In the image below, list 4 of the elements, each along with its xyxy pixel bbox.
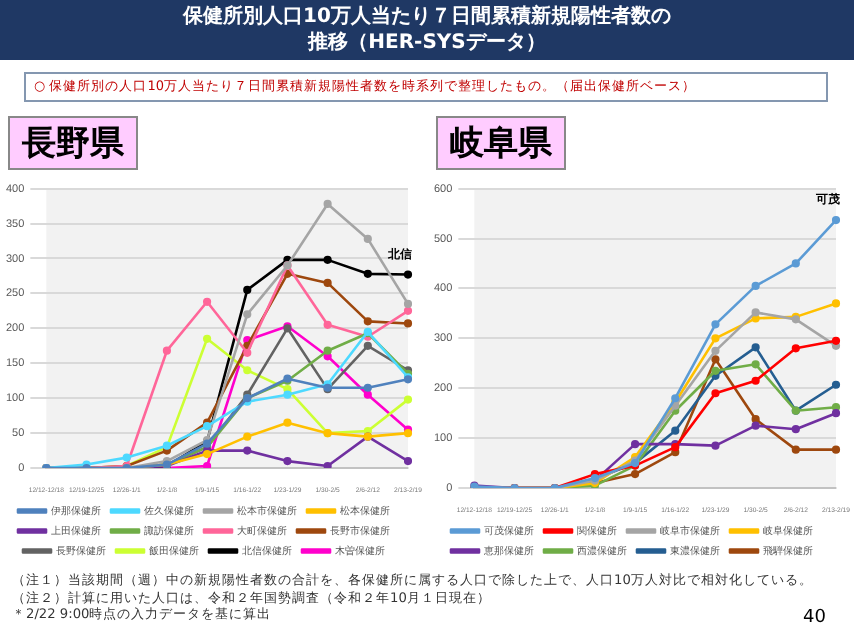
- chart-title: 長野県: [8, 116, 138, 170]
- text: 40: [803, 608, 826, 628]
- chart-title: 岐阜県: [436, 116, 566, 170]
- text: 保健所別人口10万人当たり７日間累積新規陽性者数の推移（HER-SYSデータ）: [176, 0, 678, 60]
